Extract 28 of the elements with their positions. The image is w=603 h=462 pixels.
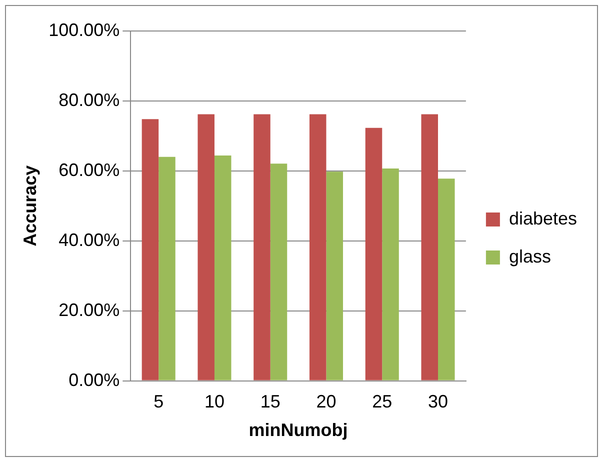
x-tick-label: 10 xyxy=(204,392,224,412)
y-axis-title: Accuracy xyxy=(20,165,40,246)
legend-label: diabetes xyxy=(508,208,578,228)
y-tick-label: 20.00% xyxy=(58,300,120,320)
bar xyxy=(438,178,455,380)
bar xyxy=(326,172,344,380)
bar xyxy=(382,168,399,380)
bar xyxy=(158,156,176,380)
x-tick-label: 15 xyxy=(260,392,280,412)
bar xyxy=(365,128,382,380)
y-tick-label: 0.00% xyxy=(68,370,120,390)
y-tick-label: 40.00% xyxy=(58,230,120,250)
bar xyxy=(198,114,214,380)
y-tick-label: 100.00% xyxy=(48,20,120,40)
bar xyxy=(214,156,232,380)
bar xyxy=(142,119,159,380)
y-tick-label: 60.00% xyxy=(58,160,120,180)
x-tick-label: 5 xyxy=(154,392,164,412)
x-axis-title: minNumobj xyxy=(248,420,348,440)
bar xyxy=(309,114,326,380)
legend-label: glass xyxy=(508,246,551,266)
bar xyxy=(254,114,270,380)
x-tick-label: 25 xyxy=(372,392,392,412)
x-tick-label: 20 xyxy=(316,392,336,412)
x-tick-label: 30 xyxy=(428,392,448,412)
bar xyxy=(270,164,288,380)
y-tick-label: 80.00% xyxy=(58,90,120,110)
bar xyxy=(421,114,438,380)
